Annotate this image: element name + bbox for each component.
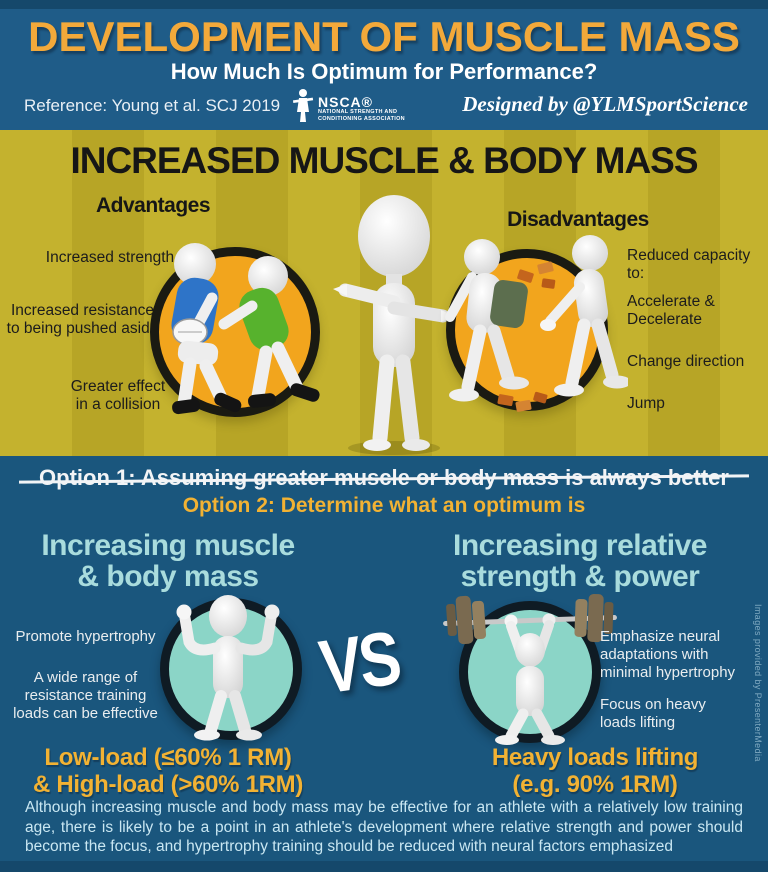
rugby-players-icon	[140, 228, 330, 443]
nsca-logo: NSCA® NATIONAL STRENGTH AND CONDITIONING…	[292, 88, 405, 129]
pointing-figure-icon	[333, 190, 455, 456]
summary-paragraph: Although increasing muscle and body mass…	[25, 799, 743, 856]
vs-text: VS	[314, 614, 404, 710]
options-section: Option 1: Assuming greater muscle or bod…	[0, 456, 768, 872]
nsca-line1: NATIONAL STRENGTH AND	[318, 109, 398, 115]
right-column-heading: Increasing relative strength & power	[453, 529, 707, 594]
page-title: DEVELOPMENT OF MUSCLE MASS	[28, 13, 740, 60]
advantage-item: Increased strength	[45, 249, 175, 266]
bottom-divider	[0, 861, 768, 872]
option2-text: Option 2: Determine what an optimum is	[182, 494, 586, 517]
top-divider	[0, 0, 768, 9]
designer-credit: Designed by @YLMSportScience	[462, 92, 748, 116]
left-point: Promote hypertrophy	[15, 628, 156, 645]
nsca-line2: CONDITIONING ASSOCIATION	[318, 116, 405, 122]
image-credit: Images provided by PresenterMedia	[753, 604, 763, 762]
nsca-wordmark: NSCA® NATIONAL STRENGTH AND CONDITIONING…	[318, 95, 405, 123]
backpack-bricks-figure-icon	[438, 225, 631, 440]
nsca-acronym: NSCA®	[318, 93, 373, 110]
option1-strikethrough: Option 1: Assuming greater muscle or bod…	[0, 465, 768, 491]
page-subtitle: How Much Is Optimum for Performance?	[170, 59, 598, 84]
muscle-mass-section: INCREASED MUSCLE & BODY MASS Advantages …	[0, 130, 768, 456]
section-title: INCREASED MUSCLE & BODY MASS	[70, 140, 698, 181]
left-column-heading: Increasing muscle & body mass	[41, 529, 295, 594]
disadvantage-item: Accelerate & Decelerate	[627, 293, 715, 329]
disadvantages-heading: Disadvantages	[507, 208, 649, 231]
weightlifter-silhouette-icon	[292, 88, 314, 129]
flexing-figure-icon	[153, 592, 303, 742]
right-load-label: Heavy loads lifting (e.g. 90% 1RM)	[491, 744, 699, 799]
barbell-lifter-icon	[435, 588, 625, 746]
left-point: A wide range of resistance training load…	[13, 669, 158, 722]
disadvantage-item: Jump	[627, 395, 665, 412]
advantages-heading: Advantages	[95, 194, 211, 217]
reference-text: Reference: Young et al. SCJ 2019	[24, 96, 281, 115]
advantage-item: Greater effect in a collision	[70, 378, 166, 414]
right-point: Focus on heavy loads lifting	[600, 696, 706, 731]
header-section: DEVELOPMENT OF MUSCLE MASS How Much Is O…	[0, 0, 768, 130]
disadvantage-item: Change direction	[627, 353, 745, 370]
disadvantages-intro: Reduced capacity to:	[627, 247, 751, 283]
advantage-item: Increased resistance to being pushed asi…	[6, 302, 159, 338]
right-point: Emphasize neural adaptations with minima…	[600, 628, 736, 681]
left-load-label: Low-load (≤60% 1 RM) & High-load (>60% 1…	[32, 744, 304, 799]
